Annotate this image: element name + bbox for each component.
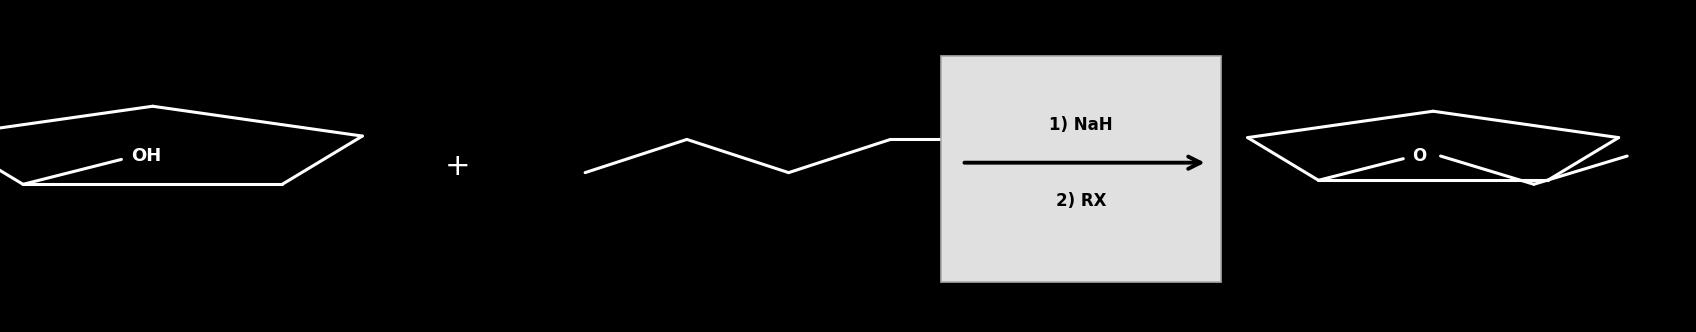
FancyBboxPatch shape [941,56,1221,282]
Text: 2) RX: 2) RX [1057,192,1106,210]
Text: O: O [1411,147,1426,165]
Text: OH: OH [132,147,161,165]
Text: Br: Br [953,130,975,148]
Text: 1) NaH: 1) NaH [1050,116,1113,133]
Text: +: + [444,151,471,181]
